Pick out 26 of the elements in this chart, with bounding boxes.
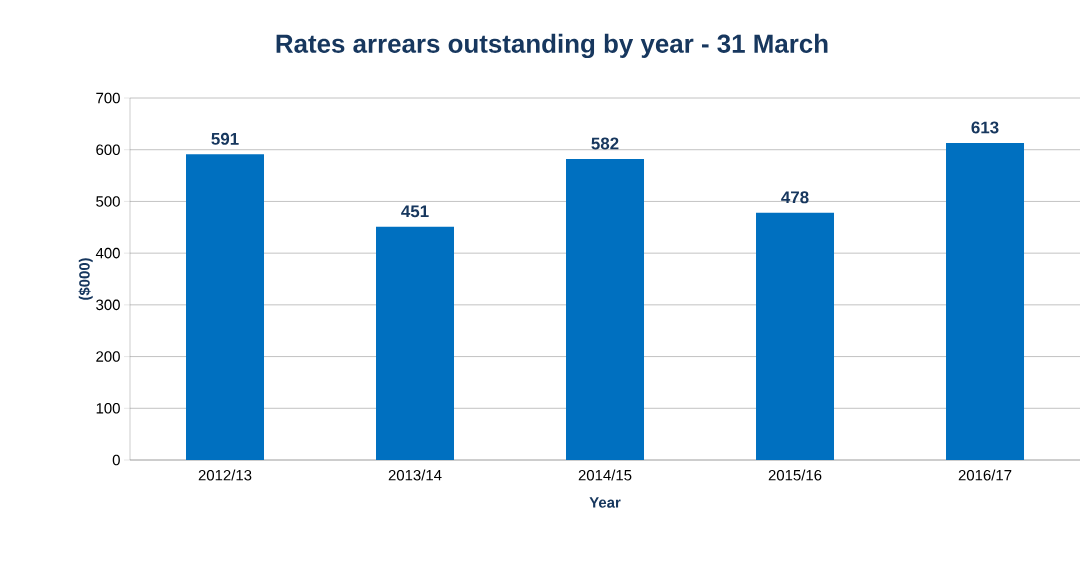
bar [566, 159, 645, 460]
y-tick-label: 400 [95, 247, 120, 259]
bar [186, 154, 264, 460]
bar [756, 212, 835, 460]
y-tick-label: 500 [96, 196, 120, 207]
x-tick-label: 2016/17 [958, 469, 1012, 481]
data-label: 582 [591, 137, 619, 150]
x-tick-label: 2014/15 [578, 469, 632, 481]
data-label: 478 [781, 191, 809, 204]
data-label: 451 [401, 205, 429, 218]
data-label: 591 [211, 132, 239, 145]
y-axis-title: ($000) [78, 258, 93, 300]
x-tick-label: 2012/13 [198, 469, 252, 481]
y-tick-label: 200 [96, 351, 120, 362]
chart-title: Rates arrears outstanding by year - 31 March [276, 33, 828, 59]
bar [376, 226, 454, 460]
y-tick-label: 0 [112, 454, 120, 466]
x-tick-label: 2015/16 [768, 469, 822, 481]
bar [946, 142, 1025, 460]
data-label: 613 [971, 121, 999, 134]
y-tick-label: 300 [96, 299, 120, 311]
x-tick-label: 2013/14 [388, 469, 442, 481]
y-tick-label: 600 [96, 144, 120, 155]
y-tick-label: 700 [96, 92, 120, 104]
y-tick-label: 100 [96, 402, 120, 414]
x-axis-title: Year [589, 497, 621, 508]
